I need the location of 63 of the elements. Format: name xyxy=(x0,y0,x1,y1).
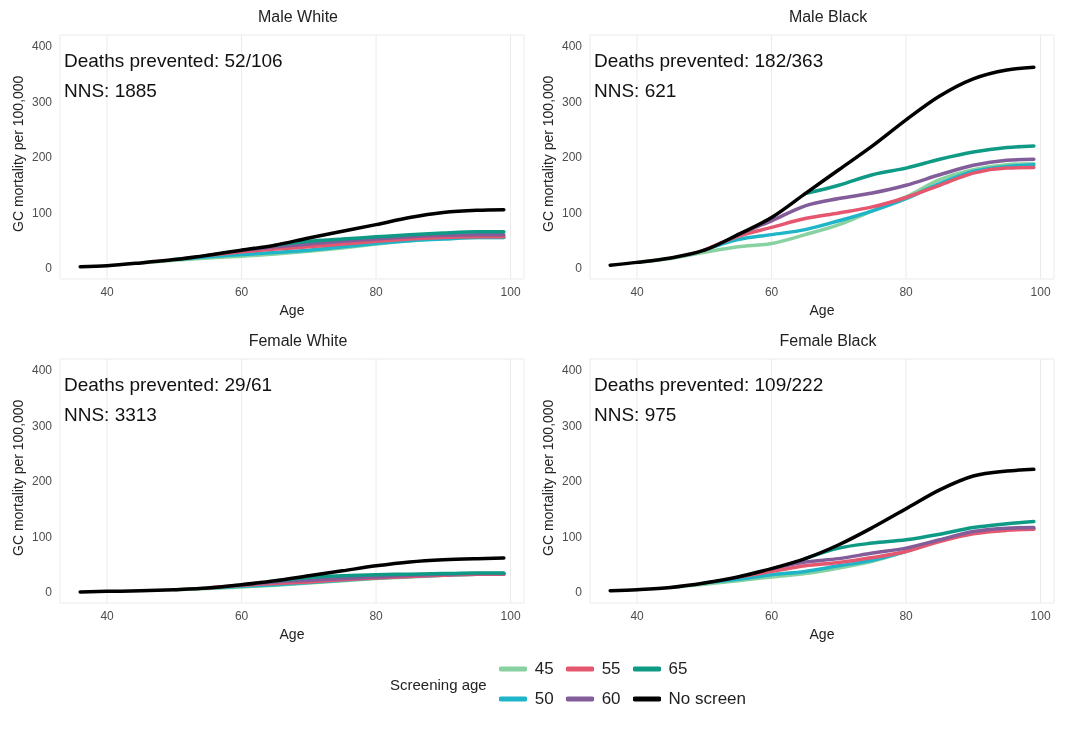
y-tick-label: 400 xyxy=(561,363,583,378)
y-tick-label: 0 xyxy=(575,261,583,276)
x-tick-label: 60 xyxy=(764,608,779,623)
annotation: Deaths prevented: 29/61 xyxy=(64,373,273,397)
x-tick-label: 80 xyxy=(369,608,384,623)
x-axis-title: Age xyxy=(279,302,305,318)
x-tick-label: 40 xyxy=(630,284,645,299)
y-axis-title: GC mortality per 100,000 xyxy=(9,399,26,556)
legend-label: 55 xyxy=(601,659,621,679)
x-tick-label: 100 xyxy=(1030,284,1051,299)
chart-title: Male Black xyxy=(787,8,869,27)
y-tick-label: 400 xyxy=(31,363,53,378)
x-tick-label: 100 xyxy=(500,284,521,299)
y-tick-label: 100 xyxy=(561,205,583,220)
y-tick-label: 400 xyxy=(31,39,53,54)
legend-label: No screen xyxy=(668,689,747,709)
x-axis-title: Age xyxy=(809,626,835,642)
legend-label: 65 xyxy=(668,659,688,679)
x-tick-label: 80 xyxy=(369,284,384,299)
y-tick-label: 200 xyxy=(31,150,53,165)
x-tick-label: 100 xyxy=(1030,608,1051,623)
x-tick-label: 80 xyxy=(899,284,914,299)
y-tick-label: 300 xyxy=(31,418,53,433)
legend-label: 60 xyxy=(601,689,621,709)
x-axis-title: Age xyxy=(809,302,835,318)
legend-label: 50 xyxy=(534,689,554,709)
x-tick-label: 60 xyxy=(234,608,249,623)
y-tick-label: 0 xyxy=(45,585,53,600)
y-axis-title: GC mortality per 100,000 xyxy=(539,75,556,232)
annotation: NNS: 975 xyxy=(594,403,678,427)
x-tick-label: 40 xyxy=(100,608,115,623)
y-tick-label: 300 xyxy=(561,94,583,109)
x-axis-title: Age xyxy=(279,626,305,642)
legend-label: 45 xyxy=(534,659,554,679)
y-axis-title: GC mortality per 100,000 xyxy=(9,75,26,232)
chart-title: Female White xyxy=(247,332,349,351)
y-tick-label: 200 xyxy=(561,150,583,165)
y-tick-label: 100 xyxy=(31,205,53,220)
legend-title: Screening age xyxy=(389,675,487,693)
y-tick-label: 300 xyxy=(31,94,53,109)
y-axis-title: GC mortality per 100,000 xyxy=(539,399,556,556)
x-tick-label: 40 xyxy=(630,608,645,623)
chart-title: Female Black xyxy=(778,332,878,351)
x-tick-label: 80 xyxy=(899,608,914,623)
y-tick-label: 200 xyxy=(561,474,583,489)
x-tick-label: 100 xyxy=(500,608,521,623)
annotation: NNS: 621 xyxy=(594,79,678,103)
annotation: Deaths prevented: 52/106 xyxy=(64,49,283,73)
y-tick-label: 0 xyxy=(575,585,583,600)
annotation: Deaths prevented: 182/363 xyxy=(594,49,824,73)
y-tick-label: 300 xyxy=(561,418,583,433)
annotation: Deaths prevented: 109/222 xyxy=(594,373,824,397)
x-tick-label: 60 xyxy=(764,284,779,299)
annotation: NNS: 3313 xyxy=(64,403,158,427)
y-tick-label: 400 xyxy=(561,39,583,54)
y-tick-label: 100 xyxy=(561,529,583,544)
y-tick-label: 200 xyxy=(31,474,53,489)
x-tick-label: 40 xyxy=(100,284,115,299)
annotation: NNS: 1885 xyxy=(64,79,158,103)
y-tick-label: 0 xyxy=(45,261,53,276)
chart-title: Male White xyxy=(257,8,339,27)
y-tick-label: 100 xyxy=(31,529,53,544)
x-tick-label: 60 xyxy=(234,284,249,299)
